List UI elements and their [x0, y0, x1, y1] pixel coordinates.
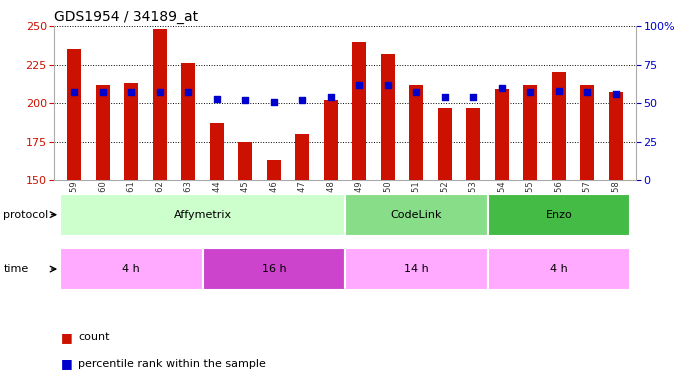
Bar — [324, 100, 338, 180]
Text: Enzo: Enzo — [545, 210, 573, 220]
Bar — [466, 108, 481, 180]
Bar — [96, 85, 110, 180]
Text: GSM73355: GSM73355 — [526, 180, 535, 226]
Bar — [60, 194, 345, 236]
Text: GSM73346: GSM73346 — [269, 180, 278, 226]
Bar — [580, 85, 594, 180]
Bar — [238, 142, 252, 180]
Text: percentile rank within the sample: percentile rank within the sample — [78, 359, 266, 369]
Point — [69, 89, 80, 95]
Bar — [409, 85, 424, 180]
Text: 4 h: 4 h — [122, 264, 140, 274]
Point — [154, 89, 165, 95]
Bar — [488, 194, 630, 236]
Text: GSM73357: GSM73357 — [583, 180, 592, 226]
Bar — [495, 89, 509, 180]
Point — [211, 96, 222, 102]
Point — [525, 89, 536, 95]
Text: GSM73360: GSM73360 — [99, 180, 107, 226]
Text: 4 h: 4 h — [550, 264, 568, 274]
Point — [326, 94, 337, 100]
Text: GSM73363: GSM73363 — [184, 180, 193, 226]
Point — [240, 97, 251, 103]
Bar — [153, 29, 167, 180]
Point — [496, 85, 507, 91]
Text: GSM73345: GSM73345 — [241, 180, 250, 226]
Point — [97, 89, 108, 95]
Point — [582, 89, 593, 95]
Bar — [551, 72, 566, 180]
Text: GSM73348: GSM73348 — [326, 180, 335, 226]
Text: GSM73353: GSM73353 — [469, 180, 478, 226]
Bar — [60, 248, 203, 290]
Text: GSM73358: GSM73358 — [611, 180, 620, 226]
Text: GSM73359: GSM73359 — [70, 180, 79, 226]
Bar — [295, 134, 309, 180]
Bar — [345, 248, 488, 290]
Text: protocol: protocol — [3, 210, 49, 220]
Bar — [381, 54, 395, 180]
Point — [382, 82, 393, 88]
Text: Affymetrix: Affymetrix — [173, 210, 232, 220]
Bar — [182, 63, 195, 180]
Text: GDS1954 / 34189_at: GDS1954 / 34189_at — [54, 10, 199, 24]
Point — [126, 89, 137, 95]
Text: GSM73344: GSM73344 — [212, 180, 222, 226]
Text: ■: ■ — [61, 357, 73, 370]
Text: CodeLink: CodeLink — [390, 210, 442, 220]
Point — [554, 88, 564, 94]
Point — [411, 89, 422, 95]
Point — [297, 97, 308, 103]
Text: time: time — [3, 264, 29, 274]
Point — [439, 94, 450, 100]
Text: 16 h: 16 h — [262, 264, 286, 274]
Point — [354, 82, 364, 88]
Text: GSM73362: GSM73362 — [155, 180, 165, 226]
Bar — [124, 83, 139, 180]
Point — [468, 94, 479, 100]
Bar — [345, 194, 488, 236]
Bar — [203, 248, 345, 290]
Point — [611, 91, 622, 97]
Text: count: count — [78, 333, 109, 342]
Bar — [267, 160, 281, 180]
Text: 14 h: 14 h — [404, 264, 428, 274]
Text: ■: ■ — [61, 331, 73, 344]
Text: GSM73347: GSM73347 — [298, 180, 307, 226]
Text: GSM73354: GSM73354 — [497, 180, 507, 226]
Bar — [523, 85, 537, 180]
Text: GSM73350: GSM73350 — [384, 180, 392, 226]
Bar — [488, 248, 630, 290]
Bar — [67, 50, 82, 180]
Bar — [438, 108, 452, 180]
Text: GSM73356: GSM73356 — [554, 180, 563, 226]
Text: GSM73351: GSM73351 — [412, 180, 421, 226]
Text: GSM73349: GSM73349 — [355, 180, 364, 226]
Text: GSM73352: GSM73352 — [441, 180, 449, 226]
Text: GSM73361: GSM73361 — [127, 180, 136, 226]
Point — [269, 99, 279, 105]
Bar — [209, 123, 224, 180]
Point — [183, 89, 194, 95]
Bar — [609, 92, 623, 180]
Bar — [352, 42, 367, 180]
